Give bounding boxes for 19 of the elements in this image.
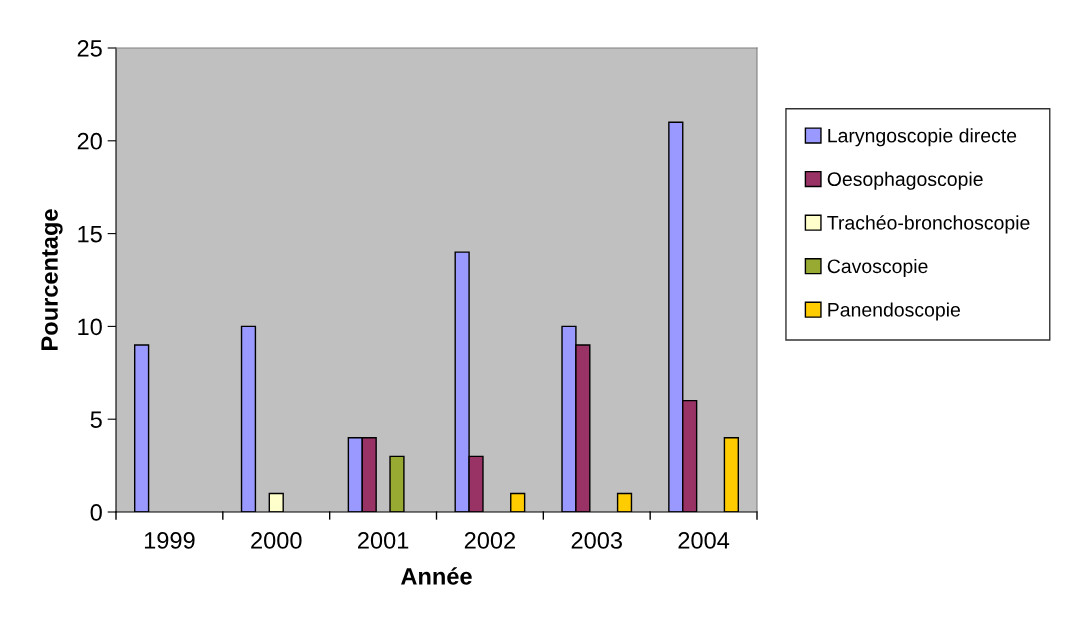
y-tick-label: 0 [90, 504, 102, 521]
y-tick-label: 20 [77, 132, 102, 150]
legend-label: Panendoscopie [828, 302, 960, 321]
y-tick-label: 25 [77, 40, 102, 57]
y-tick-label: 5 [90, 411, 102, 428]
x-tick-label: 2002 [464, 532, 515, 549]
y-tick-label: 10 [78, 318, 102, 336]
y-tick-label: 15 [78, 225, 102, 243]
x-tick-label: 2003 [571, 532, 622, 549]
legend-label: Oesophagoscopie [827, 171, 983, 190]
legend-label: Trachéo-bronchoscopie [827, 215, 1030, 234]
x-tick-label: 2001 [358, 532, 409, 549]
legend-label: Cavoscopie [827, 258, 928, 277]
y-axis-title: Pourcentage [41, 209, 63, 350]
x-tick-label: 2004 [678, 532, 730, 549]
x-tick-label: 2000 [251, 532, 302, 549]
x-tick-label: 1999 [144, 532, 195, 549]
legend-label: Laryngoscopie directe [828, 128, 1017, 147]
x-axis-title: Année [401, 567, 472, 585]
